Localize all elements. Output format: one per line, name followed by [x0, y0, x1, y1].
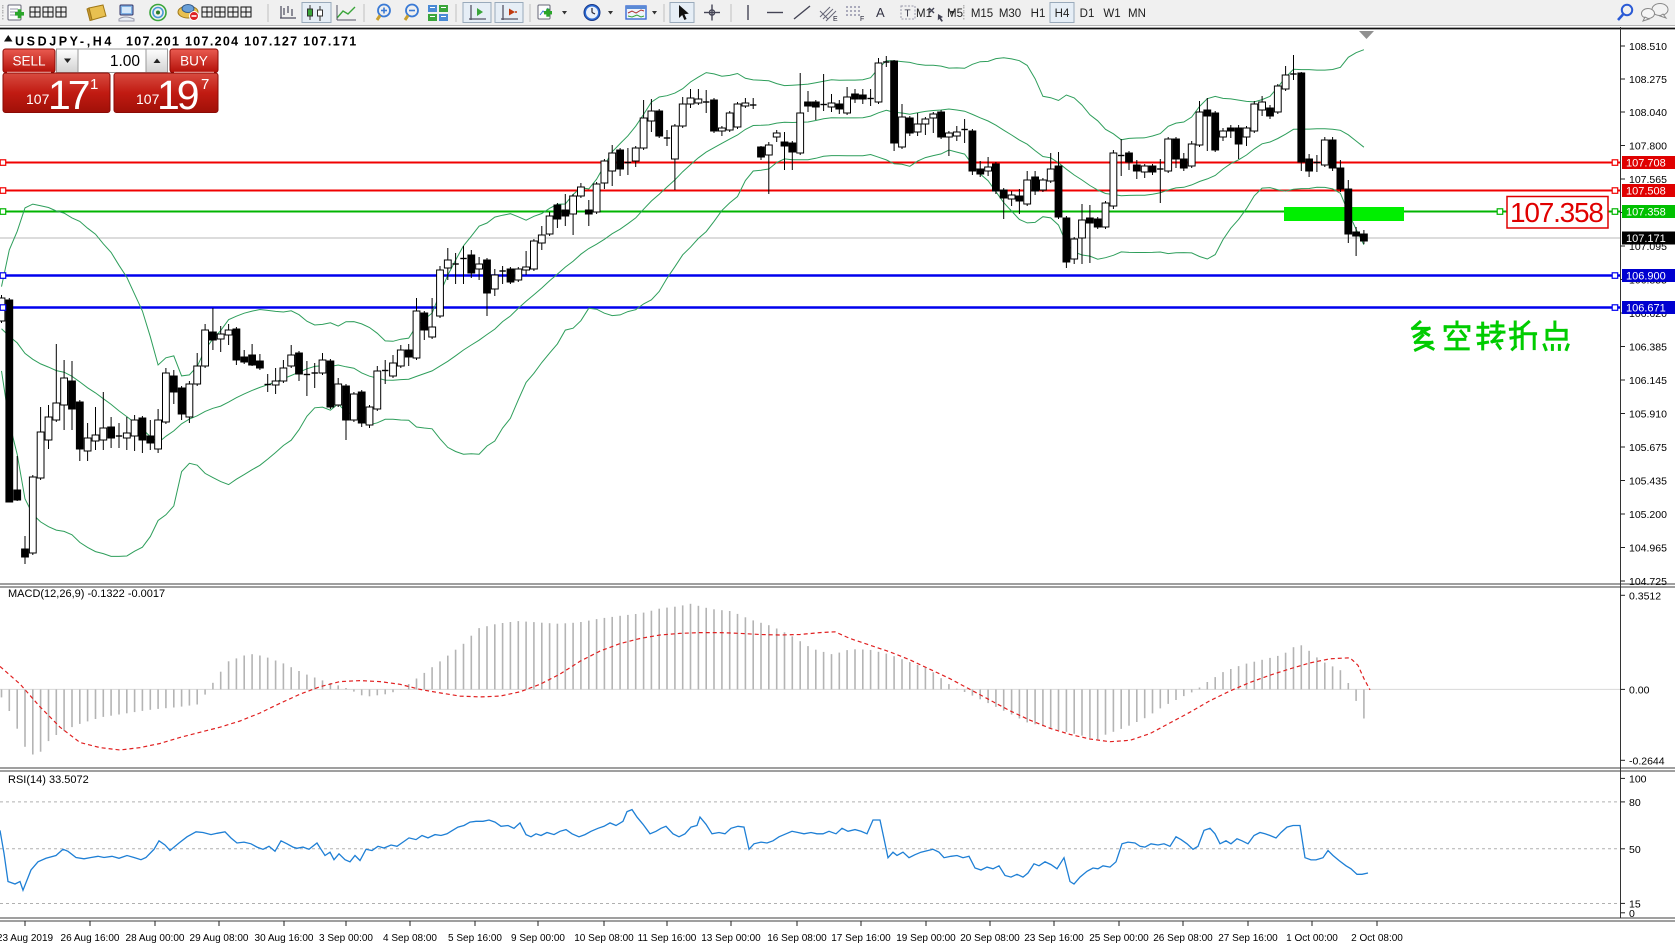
- svg-text:13 Sep 00:00: 13 Sep 00:00: [701, 933, 761, 944]
- svg-text:106.145: 106.145: [1629, 375, 1667, 387]
- svg-text:16 Sep 08:00: 16 Sep 08:00: [767, 933, 827, 944]
- svg-text:106.671: 106.671: [1626, 303, 1666, 315]
- svg-text:25 Sep 00:00: 25 Sep 00:00: [1089, 933, 1149, 944]
- svg-text:23 Sep 16:00: 23 Sep 16:00: [1024, 933, 1084, 944]
- svg-text:107.201 107.204 107.127 107.17: 107.201 107.204 107.127 107.171: [126, 35, 357, 49]
- svg-text:M15: M15: [971, 8, 993, 20]
- svg-text:107.565: 107.565: [1629, 174, 1667, 186]
- svg-text:106.900: 106.900: [1626, 271, 1666, 283]
- svg-text:107: 107: [136, 91, 160, 107]
- svg-text:2 Oct 08:00: 2 Oct 08:00: [1351, 933, 1403, 944]
- svg-text:M5: M5: [947, 8, 963, 20]
- svg-text:107.171: 107.171: [1626, 233, 1666, 245]
- svg-text:5 Sep 16:00: 5 Sep 16:00: [448, 933, 502, 944]
- svg-text:104.725: 104.725: [1629, 576, 1667, 588]
- svg-text:H1: H1: [1031, 8, 1046, 20]
- svg-text:28 Aug 00:00: 28 Aug 00:00: [126, 933, 185, 944]
- svg-text:29 Aug 08:00: 29 Aug 08:00: [190, 933, 249, 944]
- svg-text:19: 19: [157, 72, 198, 118]
- svg-text:108.275: 108.275: [1629, 74, 1667, 86]
- svg-text:19 Sep 00:00: 19 Sep 00:00: [896, 933, 956, 944]
- svg-text:105.675: 105.675: [1629, 442, 1667, 454]
- svg-text:4 Sep 08:00: 4 Sep 08:00: [383, 933, 437, 944]
- svg-text:20 Sep 08:00: 20 Sep 08:00: [960, 933, 1020, 944]
- svg-text:50: 50: [1629, 844, 1641, 856]
- svg-text:107.358: 107.358: [1510, 197, 1604, 228]
- svg-text:107.800: 107.800: [1629, 141, 1667, 153]
- svg-text:107: 107: [26, 91, 50, 107]
- svg-text:105.435: 105.435: [1629, 476, 1667, 488]
- svg-text:SELL: SELL: [12, 54, 46, 69]
- svg-text:26 Sep 08:00: 26 Sep 08:00: [1153, 933, 1213, 944]
- svg-text:1.00: 1.00: [110, 53, 141, 70]
- svg-text:80: 80: [1629, 797, 1641, 809]
- svg-text:H4: H4: [1055, 8, 1070, 20]
- svg-text:15: 15: [1629, 898, 1641, 910]
- svg-text:A: A: [876, 5, 885, 20]
- svg-text:17 Sep 16:00: 17 Sep 16:00: [831, 933, 891, 944]
- svg-text:W1: W1: [1103, 8, 1120, 20]
- svg-text:USDJPY-,H4: USDJPY-,H4: [15, 35, 114, 49]
- svg-text:100: 100: [1629, 773, 1647, 785]
- svg-text:30 Aug 16:00: 30 Aug 16:00: [255, 933, 314, 944]
- svg-text:E: E: [833, 16, 838, 23]
- svg-text:-0.2644: -0.2644: [1629, 755, 1665, 767]
- svg-text:26 Aug 16:00: 26 Aug 16:00: [61, 933, 120, 944]
- svg-text:9 Sep 00:00: 9 Sep 00:00: [511, 933, 565, 944]
- svg-text:T: T: [905, 9, 911, 20]
- svg-text:MACD(12,26,9) -0.1322 -0.0017: MACD(12,26,9) -0.1322 -0.0017: [8, 588, 165, 600]
- svg-text:0.3512: 0.3512: [1629, 590, 1661, 602]
- svg-text:107.508: 107.508: [1626, 186, 1666, 198]
- svg-text:0: 0: [1629, 908, 1635, 920]
- svg-text:108.510: 108.510: [1629, 41, 1667, 53]
- svg-text:1 Oct 00:00: 1 Oct 00:00: [1286, 933, 1338, 944]
- svg-text:7: 7: [201, 76, 209, 93]
- svg-text:D1: D1: [1080, 8, 1095, 20]
- svg-text:107.708: 107.708: [1626, 158, 1666, 170]
- svg-text:10 Sep 08:00: 10 Sep 08:00: [574, 933, 634, 944]
- svg-text:108.040: 108.040: [1629, 107, 1667, 119]
- svg-text:BUY: BUY: [180, 54, 208, 69]
- svg-text:F: F: [860, 16, 864, 23]
- svg-text:106.385: 106.385: [1629, 342, 1667, 354]
- svg-text:23 Aug 2019: 23 Aug 2019: [0, 933, 54, 944]
- svg-text:107.358: 107.358: [1626, 207, 1666, 219]
- svg-text:1: 1: [90, 76, 98, 93]
- svg-text:M1: M1: [916, 8, 932, 20]
- svg-text:17: 17: [48, 72, 89, 118]
- svg-text:M30: M30: [999, 8, 1021, 20]
- svg-text:3 Sep 00:00: 3 Sep 00:00: [319, 933, 373, 944]
- svg-text:105.910: 105.910: [1629, 409, 1667, 421]
- svg-text:105.200: 105.200: [1629, 509, 1667, 521]
- svg-text:11 Sep 16:00: 11 Sep 16:00: [638, 933, 697, 944]
- svg-text:0.00: 0.00: [1629, 684, 1650, 696]
- svg-text:104.965: 104.965: [1629, 543, 1667, 555]
- svg-text:RSI(14) 33.5072: RSI(14) 33.5072: [8, 774, 89, 786]
- svg-text:27 Sep 16:00: 27 Sep 16:00: [1218, 933, 1278, 944]
- svg-text:MN: MN: [1128, 8, 1146, 20]
